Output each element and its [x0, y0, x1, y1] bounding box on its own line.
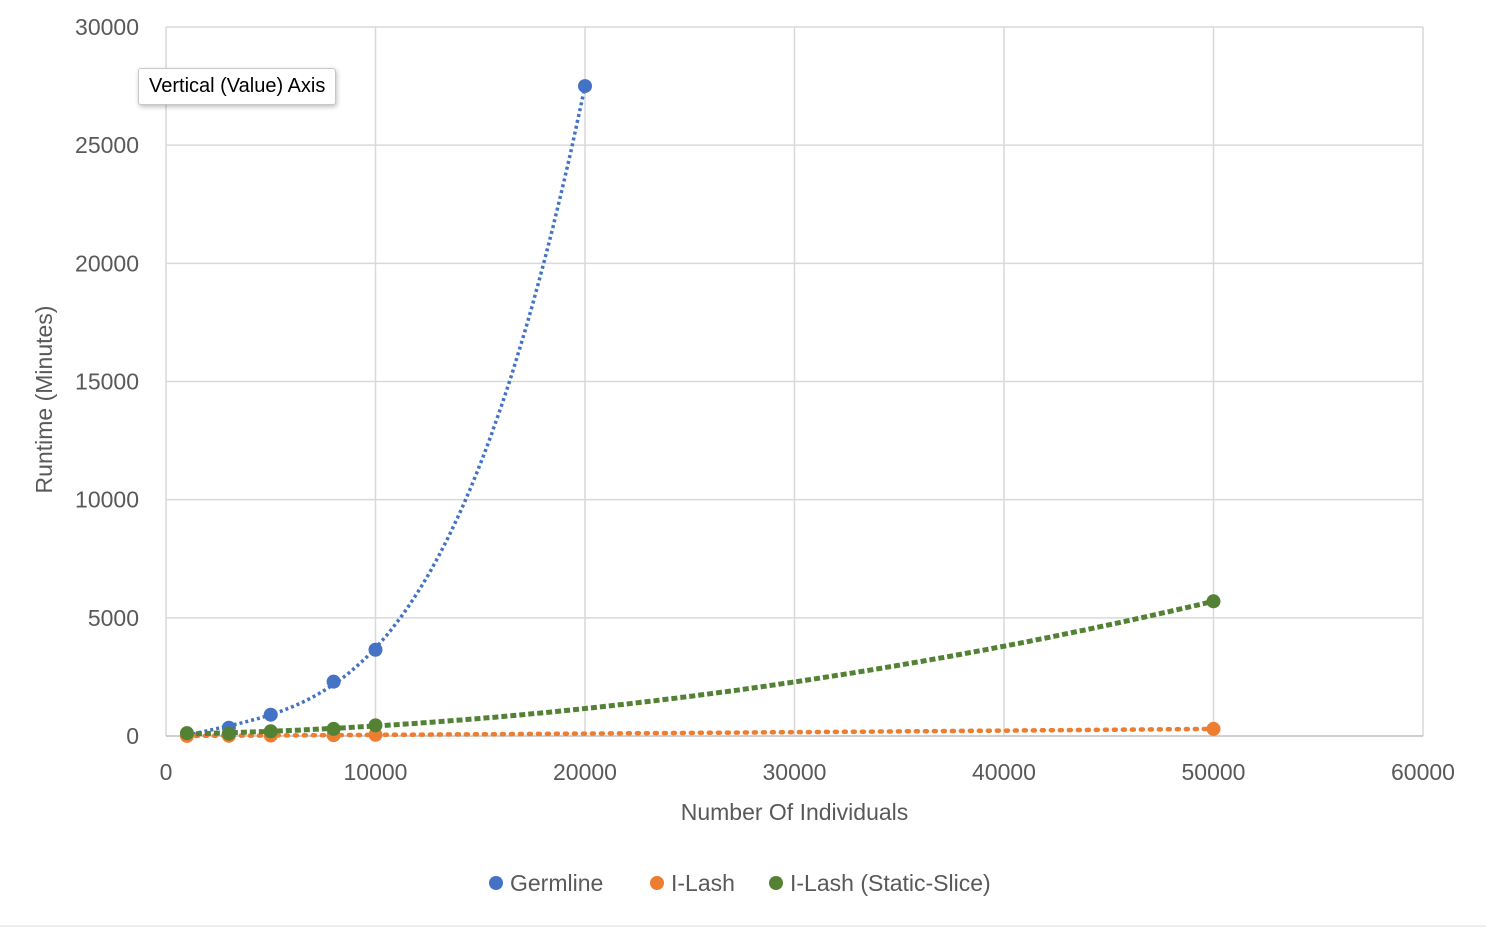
data-point-series-3[interactable] [221, 726, 236, 741]
axis-tooltip: Vertical (Value) Axis [138, 68, 337, 105]
data-point-series-3[interactable] [1206, 594, 1221, 609]
grid [165, 26, 1424, 737]
data-point-series-2[interactable] [1206, 721, 1221, 736]
legend-marker [650, 876, 664, 890]
y-tick-label: 15000 [75, 369, 139, 395]
trendline-3[interactable] [186, 598, 1215, 737]
legend-label: Germline [510, 870, 603, 896]
data-points [179, 79, 1221, 743]
x-tick-label: 20000 [553, 759, 617, 785]
data-point-series-1[interactable] [263, 707, 278, 722]
y-tick-label: 0 [126, 723, 139, 749]
trendlines [184, 85, 1216, 739]
tick-labels: 0 10000 20000 30000 40000 50000 60000 0 5000 1000… [75, 14, 1455, 785]
legend-marker [769, 876, 783, 890]
y-tick-label: 5000 [88, 605, 139, 631]
data-point-series-3[interactable] [326, 721, 341, 736]
legend[interactable]: Germline I-Lash I-Lash (Static-Slice) [489, 870, 991, 896]
data-point-series-1[interactable] [326, 674, 341, 689]
data-point-series-3[interactable] [263, 724, 278, 739]
data-point-series-3[interactable] [368, 718, 383, 733]
y-tick-label: 25000 [75, 132, 139, 158]
y-axis-title[interactable]: Runtime (Minutes) [31, 306, 57, 494]
y-tick-label: 30000 [75, 14, 139, 40]
x-tick-label: 10000 [344, 759, 408, 785]
data-point-series-3[interactable] [179, 726, 194, 741]
legend-marker [489, 876, 503, 890]
legend-item[interactable]: I-Lash (Static-Slice) [769, 870, 991, 896]
data-point-series-1[interactable] [368, 642, 383, 657]
trendline-1[interactable] [186, 85, 587, 738]
y-tick-label: 10000 [75, 487, 139, 513]
x-tick-label: 40000 [972, 759, 1036, 785]
legend-item[interactable]: I-Lash [650, 870, 735, 896]
legend-item[interactable]: Germline [489, 870, 603, 896]
data-point-series-1[interactable] [578, 79, 592, 94]
x-tick-label: 60000 [1391, 759, 1455, 785]
x-tick-label: 50000 [1182, 759, 1246, 785]
x-tick-label: 0 [160, 759, 173, 785]
legend-label: I-Lash (Static-Slice) [790, 870, 991, 896]
y-tick-label: 20000 [75, 250, 139, 276]
trendline-2[interactable] [184, 726, 1216, 739]
legend-label: I-Lash [671, 870, 735, 896]
x-axis-title[interactable]: Number Of Individuals [681, 799, 909, 825]
x-tick-label: 30000 [763, 759, 827, 785]
